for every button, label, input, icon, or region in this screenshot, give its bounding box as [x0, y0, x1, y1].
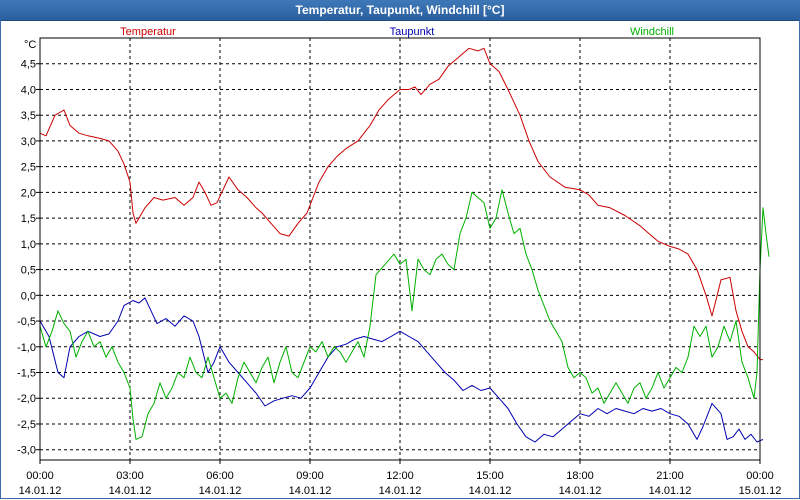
- y-tick-label: 4,0: [21, 84, 36, 96]
- y-tick-label: -3,0: [17, 445, 36, 457]
- y-axis-unit-label: °C: [24, 39, 36, 51]
- y-tick-label: 4,5: [21, 59, 36, 71]
- y-tick-label: -0,5: [17, 316, 36, 328]
- grid-lines: [40, 38, 760, 460]
- x-tick-time-label: 00:00: [26, 470, 54, 482]
- x-tick-time-label: 06:00: [206, 470, 234, 482]
- x-tick-date-label: 14.01.12: [109, 485, 152, 497]
- x-axis-ticks: 00:00 14.01.12 03:00 14.01.12 06:00 14.01.12 0…: [19, 460, 782, 497]
- x-tick-date-label: 14.01.12: [469, 485, 512, 497]
- y-tick-label: -2,0: [17, 393, 36, 405]
- x-tick-time-label: 09:00: [296, 470, 324, 482]
- plot-border: [39, 37, 761, 461]
- y-tick-label: 1,0: [21, 239, 36, 251]
- y-tick-label: -2,5: [17, 419, 36, 431]
- x-tick-date-label: 14.01.12: [649, 485, 692, 497]
- y-tick-label: -1,5: [17, 368, 36, 380]
- title-bar: Temperatur, Taupunkt, Windchill [°C]: [0, 0, 800, 21]
- x-tick-date-label: 15.01.12: [739, 485, 782, 497]
- series-line-temperatur: [39, 47, 763, 361]
- x-tick-date-label: 14.01.12: [379, 485, 422, 497]
- x-tick-date-label: 14.01.12: [19, 485, 62, 497]
- x-tick-date-label: 14.01.12: [559, 485, 602, 497]
- series-line-windchill: [39, 189, 770, 440]
- legend-item-windchill: Windchill: [630, 26, 674, 38]
- x-tick-time-label: 15:00: [476, 470, 504, 482]
- x-tick-time-label: 12:00: [386, 470, 414, 482]
- chart-title: Temperatur, Taupunkt, Windchill [°C]: [295, 3, 505, 17]
- x-tick-time-label: 03:00: [116, 470, 144, 482]
- x-tick-date-label: 14.01.12: [289, 485, 332, 497]
- y-tick-label: 0,0: [21, 290, 36, 302]
- y-tick-label: 2,0: [21, 187, 36, 199]
- x-tick-time-label: 21:00: [656, 470, 684, 482]
- y-tick-label: -1,0: [17, 342, 36, 354]
- y-tick-label: 0,5: [21, 265, 36, 277]
- y-tick-label: 1,5: [21, 213, 36, 225]
- y-axis-ticks: -3,0 -2,5 -2,0 -1,5 -1,0 -0,5 0,0 0,5 1,0 1,5 2,0 2…: [17, 59, 40, 457]
- y-tick-label: 3,5: [21, 110, 36, 122]
- legend-item-taupunkt: Taupunkt: [390, 26, 435, 38]
- series-lines: [39, 47, 770, 443]
- y-tick-label: 3,0: [21, 136, 36, 148]
- x-tick-date-label: 14.01.12: [199, 485, 242, 497]
- y-tick-label: 2,5: [21, 162, 36, 174]
- legend: Temperatur Taupunkt Windchill: [120, 26, 674, 38]
- x-tick-time-label: 18:00: [566, 470, 594, 482]
- x-tick-time-label: 00:00: [746, 470, 774, 482]
- legend-item-temperatur: Temperatur: [120, 26, 176, 38]
- series-line-taupunkt: [39, 297, 764, 443]
